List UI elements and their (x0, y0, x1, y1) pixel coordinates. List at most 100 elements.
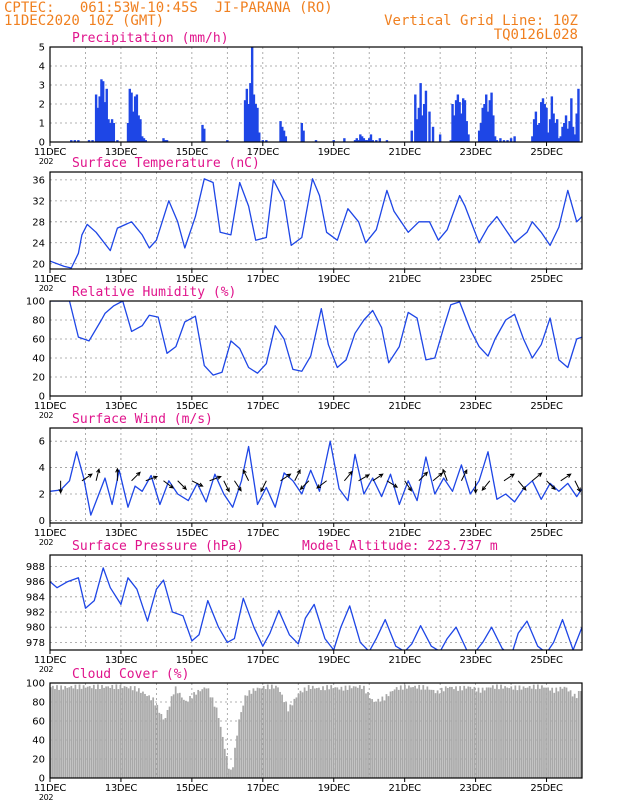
cloud-bar (500, 684, 502, 778)
cloud-bar (399, 685, 402, 778)
precip-bar (454, 100, 458, 142)
cloud-bar (379, 701, 382, 778)
x-tick-label: 11DEC (34, 655, 67, 666)
precip-bar (116, 140, 119, 142)
y-tick-label: 4 (39, 463, 45, 474)
x-tick-label: 11DEC (34, 147, 67, 158)
cloud-bar (127, 688, 130, 778)
cloud-bar (176, 693, 179, 778)
cloud-bar (250, 693, 253, 778)
cloud-bar (62, 689, 65, 778)
x-tick-label: 21DEC (389, 147, 422, 158)
precip-bar (201, 124, 204, 142)
precip-bar (314, 140, 318, 142)
wind-vector-arrow (442, 468, 448, 481)
precip-bar (371, 140, 374, 142)
precip-bar (506, 140, 509, 142)
precip-bar (141, 136, 144, 142)
y-tick-label: 24 (32, 238, 45, 249)
wind-vector-arrow (131, 471, 141, 482)
cloud-bar (561, 688, 564, 778)
cloud-bar (383, 700, 386, 778)
precip-bar (545, 107, 548, 142)
cloud-bar (557, 691, 560, 778)
precip-bar (102, 81, 105, 142)
panel-frame (49, 682, 583, 779)
cloud-bar (135, 691, 138, 778)
cloud-bar (418, 684, 421, 778)
precip-bar (575, 113, 578, 142)
cloud-bar (451, 686, 453, 778)
cloud-bar (115, 684, 118, 778)
cloud-bar (76, 689, 79, 778)
cloud-bar (342, 690, 345, 778)
cloud-bar (573, 693, 576, 778)
x-tick-label: 19DEC (318, 783, 351, 794)
cloud-bar (430, 689, 433, 778)
cloud-bar (283, 702, 286, 778)
y-tick-label: 32 (32, 196, 45, 207)
precip-bar (133, 96, 137, 142)
cloud-bar (504, 686, 506, 778)
y-tick-label: 982 (26, 608, 45, 619)
cloud-bar (107, 686, 110, 778)
precip-bar (91, 140, 94, 142)
panel-frame (49, 300, 583, 397)
precip-bar (362, 138, 366, 142)
cloud-bar (393, 689, 396, 778)
cloud-bar (406, 688, 408, 778)
cloud-bar (510, 686, 513, 778)
x-tick-label: 17DEC (247, 655, 280, 666)
panel-frame (49, 427, 583, 524)
x-tick-label: 13DEC (105, 147, 138, 158)
precip-bar (536, 124, 539, 142)
y-tick-label: 80 (32, 316, 45, 327)
cloud-bar (344, 685, 347, 778)
precip-bar (132, 111, 135, 142)
precip-bar (112, 123, 116, 142)
cloud-bar (305, 690, 308, 778)
wind-vector-arrow (316, 480, 327, 489)
cloud-bar (123, 686, 126, 778)
precip-bar (302, 130, 305, 142)
cloud-bar (496, 684, 498, 778)
precip-bar (107, 119, 110, 142)
precip-bar (135, 94, 139, 142)
cloud-bar (311, 685, 314, 778)
cloud-bar (408, 685, 410, 778)
cloud-bar (252, 688, 255, 778)
wind-vector-arrow (209, 475, 222, 482)
cloud-bar (213, 706, 216, 778)
cloud-bar (475, 691, 478, 778)
precip-bar (456, 94, 460, 142)
cloud-bar (211, 697, 214, 778)
precip-bar (573, 134, 577, 142)
cloud-bar (307, 685, 310, 778)
y-tick-label: 0 (39, 774, 45, 785)
panel-title-humidity: Relative Humidity (%) (72, 285, 236, 300)
cloud-bar (105, 686, 107, 778)
cloud-bar (567, 691, 570, 778)
cloud-bar (346, 689, 349, 778)
precip-bar (554, 123, 557, 142)
cloud-bar (97, 684, 99, 778)
cloud-bar (70, 685, 73, 778)
precip-bar (366, 140, 369, 142)
precip-bar (414, 94, 417, 142)
x-year-label: 202 (39, 284, 54, 293)
cloud-bar (131, 690, 134, 778)
cloud-bar (240, 712, 243, 778)
y-tick-label: 20 (32, 373, 45, 384)
cloud-bar (154, 705, 157, 778)
cloud-bar (180, 697, 183, 778)
cloud-bar (82, 685, 85, 778)
y-tick-label: 4 (39, 62, 45, 73)
wind-vector-arrow (473, 480, 478, 494)
precip-bar (493, 136, 497, 142)
precip-bar (422, 104, 426, 142)
cloud-bar (119, 684, 122, 778)
precip-bar (247, 104, 250, 142)
precip-bar (555, 119, 559, 142)
precip-bar (563, 123, 566, 142)
precip-bar (126, 123, 130, 142)
